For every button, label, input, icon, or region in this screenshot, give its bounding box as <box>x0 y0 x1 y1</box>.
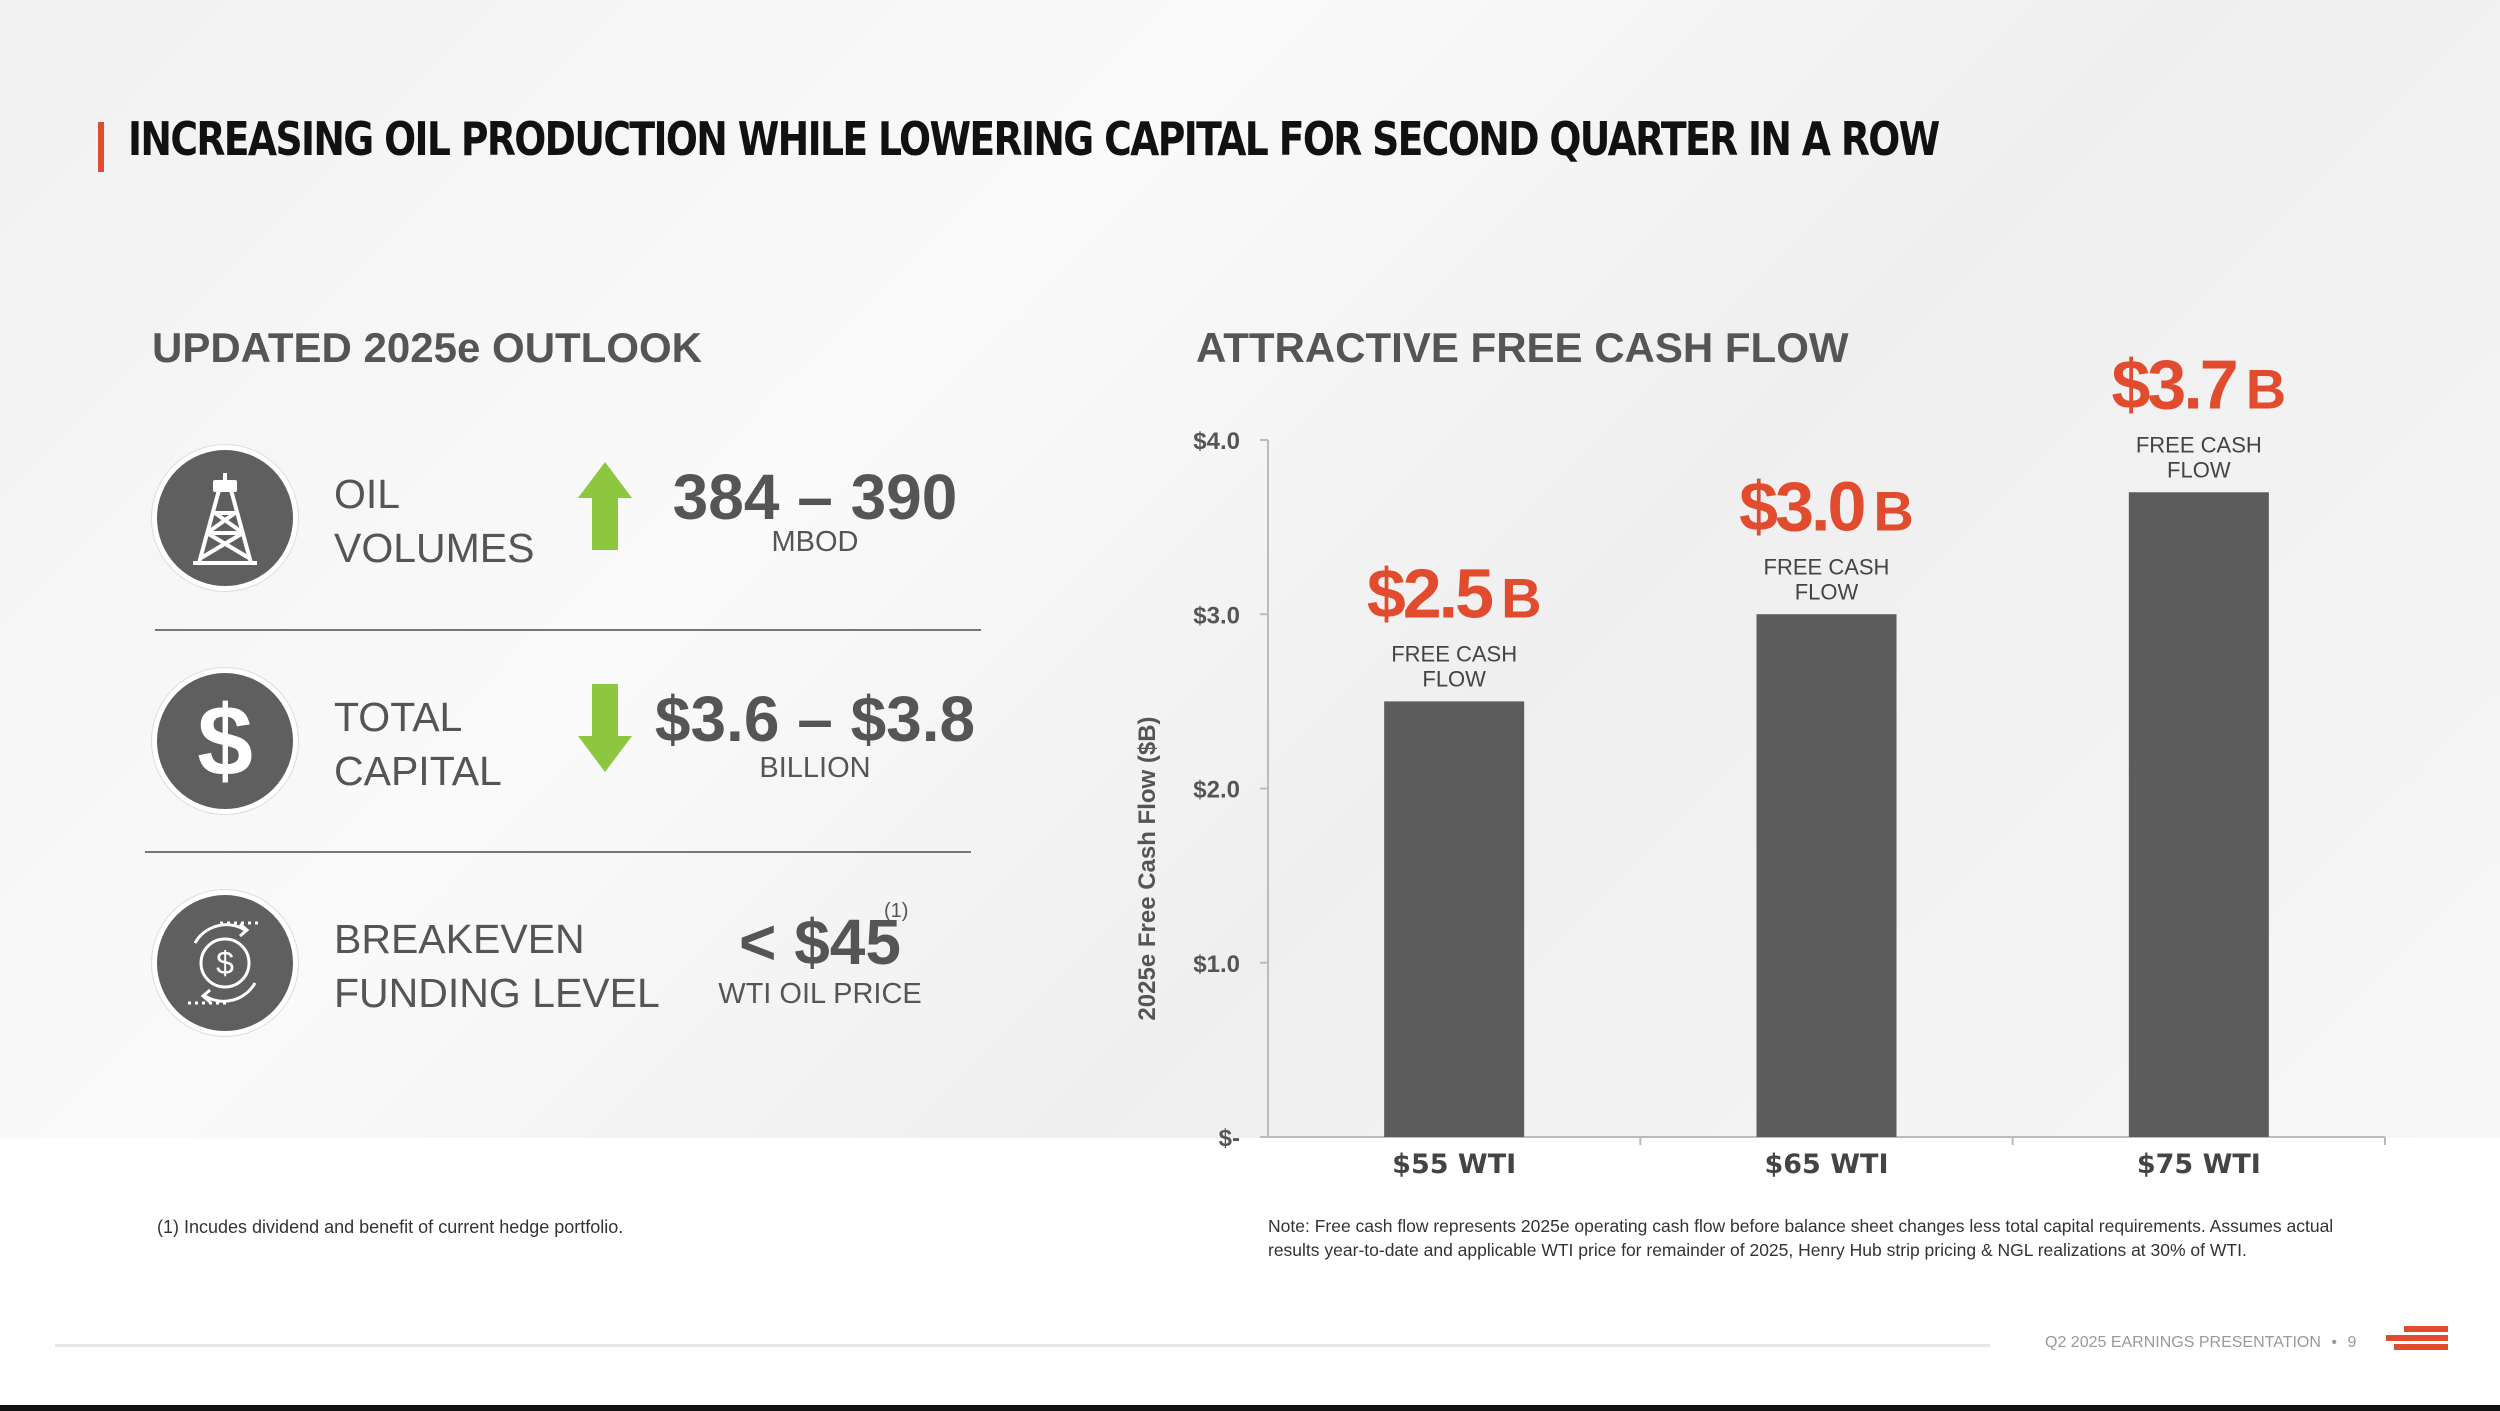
x-tick-label: $65 WTI <box>1764 1149 1888 1180</box>
divider <box>145 851 971 853</box>
total-capital-label: TOTAL CAPITAL <box>334 690 502 798</box>
total-capital-unit: BILLION <box>759 752 871 784</box>
background-topographic <box>0 0 2500 1138</box>
oil-volumes-unit: MBOD <box>771 526 859 558</box>
total-capital-value: $3.6 – $3.8 <box>654 683 976 755</box>
data-sublabel-line1: FREE CASH <box>1391 641 1517 666</box>
data-label: $2.5 B <box>1367 554 1542 632</box>
data-sublabel-line1: FREE CASH <box>1764 554 1890 579</box>
breakeven-superscript: (1) <box>884 900 909 922</box>
breakeven-value: < $45 <box>739 906 901 978</box>
dollar-cycle-icon: $ <box>152 890 298 1036</box>
y-tick-label: $2.0 <box>1193 777 1240 804</box>
oil-volumes-label-line1: OIL <box>334 471 401 517</box>
fcf-heading: ATTRACTIVE FREE CASH FLOW <box>1196 324 1849 371</box>
data-label-value: $3.0 <box>1739 467 1864 545</box>
data-label: $3.7 B <box>2111 345 2286 423</box>
title-accent-bar <box>98 122 104 172</box>
y-tick-label: $- <box>1219 1125 1240 1152</box>
svg-text:$: $ <box>216 945 234 981</box>
data-sublabel-line2: FLOW <box>2167 457 2231 482</box>
footnote: (1) Incudes dividend and benefit of curr… <box>157 1217 624 1237</box>
breakeven-label-line2: FUNDING LEVEL <box>334 970 660 1016</box>
data-label-value: $3.7 <box>2111 345 2235 423</box>
bar <box>1384 701 1525 1137</box>
breakeven-label-line1: BREAKEVEN <box>334 916 585 962</box>
footer-bullet: • <box>2331 1334 2337 1351</box>
data-sublabel-line1: FREE CASH <box>2136 432 2262 457</box>
chart-note: Note: Free cash flow represents 2025e op… <box>1268 1216 2334 1260</box>
breakeven-unit: WTI OIL PRICE <box>718 978 922 1010</box>
arrow-down-icon <box>578 684 632 772</box>
footer-presentation-text: Q2 2025 EARNINGS PRESENTATION <box>2045 1334 2321 1351</box>
data-label-suffix: B <box>1501 566 1541 629</box>
y-axis-label: 2025e Free Cash Flow ($B) <box>1134 716 1161 1020</box>
bar <box>2128 492 2269 1137</box>
data-label-suffix: B <box>1873 479 1913 542</box>
footer-presentation-label: Q2 2025 EARNINGS PRESENTATION • 9 <box>2045 1334 2356 1352</box>
divider <box>155 629 981 631</box>
y-tick-label: $4.0 <box>1193 428 1240 455</box>
bottom-border <box>0 1405 2500 1411</box>
breakeven-label: BREAKEVEN FUNDING LEVEL <box>334 912 660 1020</box>
total-capital-label-line1: TOTAL <box>334 694 463 740</box>
arrow-up-icon <box>578 462 632 550</box>
data-label-suffix: B <box>2246 357 2286 420</box>
oil-volumes-value: 384 – 390 <box>672 461 958 533</box>
x-tick-label: $55 WTI <box>1392 1149 1516 1180</box>
outlook-heading: UPDATED 2025e OUTLOOK <box>152 324 702 371</box>
data-label-value: $2.5 <box>1367 554 1492 632</box>
data-label: $3.0 B <box>1739 467 1914 545</box>
x-tick-label: $75 WTI <box>2137 1149 2261 1180</box>
data-sublabel-line2: FLOW <box>1422 666 1486 691</box>
oil-volumes-label-line2: VOLUMES <box>334 525 535 571</box>
data-sublabel-line2: FLOW <box>1795 579 1859 604</box>
oil-volumes-label: OIL VOLUMES <box>334 467 535 575</box>
total-capital-label-line2: CAPITAL <box>334 748 502 794</box>
dollar-icon: $ <box>152 668 298 814</box>
page-title: INCREASING OIL PRODUCTION WHILE LOWERING… <box>128 112 1940 166</box>
brand-logo-icon <box>2386 1326 2448 1350</box>
oil-derrick-icon <box>152 445 298 591</box>
page-number: 9 <box>2347 1334 2357 1351</box>
footer-line <box>55 1344 1990 1347</box>
y-tick-label: $3.0 <box>1193 602 1240 629</box>
bar <box>1756 614 1897 1137</box>
y-tick-label: $1.0 <box>1193 951 1240 978</box>
